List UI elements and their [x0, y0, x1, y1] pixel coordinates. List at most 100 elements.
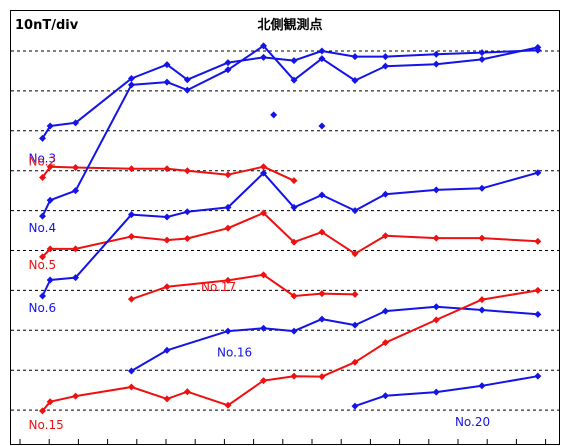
chart-title: 北側観測点	[257, 17, 322, 33]
data-point	[183, 76, 191, 84]
data-point	[432, 60, 440, 68]
data-point	[478, 184, 486, 192]
data-point	[46, 276, 54, 284]
series-label: No.15	[29, 418, 64, 432]
data-point	[478, 296, 486, 304]
data-point	[432, 50, 440, 58]
data-point	[290, 57, 298, 65]
data-point	[183, 86, 191, 94]
plot-frame	[10, 10, 560, 445]
data-point	[290, 238, 298, 246]
data-point	[72, 187, 80, 195]
series-layer	[39, 42, 542, 415]
data-point	[46, 196, 54, 204]
data-point	[183, 167, 191, 175]
data-point	[224, 59, 232, 67]
data-point	[260, 42, 268, 50]
data-point	[290, 292, 298, 300]
data-point	[290, 203, 298, 211]
data-point	[127, 75, 135, 83]
data-point	[46, 245, 54, 253]
data-point	[478, 306, 486, 314]
data-point	[163, 236, 171, 244]
data-point	[381, 392, 389, 400]
data-point	[381, 232, 389, 240]
data-point	[39, 253, 47, 261]
data-point	[290, 372, 298, 380]
data-point	[163, 165, 171, 173]
data-point	[224, 171, 232, 179]
data-point	[381, 339, 389, 347]
data-point	[46, 122, 54, 130]
data-point	[478, 382, 486, 390]
data-point	[381, 307, 389, 315]
series-no-15	[39, 286, 542, 415]
data-point	[127, 211, 135, 219]
data-point	[318, 290, 326, 298]
series-no-2	[39, 163, 298, 185]
series-no-4	[39, 42, 542, 220]
data-point	[163, 78, 171, 86]
gridlines	[11, 50, 559, 411]
data-point	[224, 203, 232, 211]
data-point	[260, 324, 268, 332]
data-point	[224, 327, 232, 335]
data-point	[318, 47, 326, 55]
scale-label: 10nT/div	[15, 18, 79, 33]
data-point	[39, 212, 47, 220]
data-point	[318, 373, 326, 381]
data-point	[290, 177, 298, 185]
data-point	[432, 303, 440, 311]
data-point	[351, 290, 359, 298]
data-point	[260, 169, 268, 177]
series-no-6	[39, 169, 542, 300]
series-labels: No.3No.2 No.4 No.5 No.6 No.17 No.16 No.15 No.20	[29, 151, 491, 432]
data-point	[224, 66, 232, 74]
data-point	[534, 286, 542, 294]
data-point	[478, 55, 486, 63]
data-point	[39, 292, 47, 300]
data-point	[534, 43, 542, 51]
data-point	[534, 169, 542, 177]
data-point	[127, 165, 135, 173]
data-point	[381, 190, 389, 198]
data-point	[381, 62, 389, 70]
data-point	[432, 316, 440, 324]
data-point	[127, 295, 135, 303]
data-point	[351, 250, 359, 258]
data-point	[163, 395, 171, 403]
data-point	[318, 315, 326, 323]
bottom-tick-marks	[19, 439, 547, 445]
data-point	[432, 186, 440, 194]
data-point	[72, 245, 80, 253]
data-point	[39, 134, 47, 142]
series-label: No.6	[29, 301, 57, 315]
data-point	[318, 191, 326, 199]
series-no-16	[127, 303, 542, 375]
data-point	[270, 111, 278, 119]
data-point	[381, 53, 389, 61]
data-point	[183, 208, 191, 216]
series-no-17	[127, 271, 359, 303]
data-point	[351, 53, 359, 61]
data-point	[260, 209, 268, 217]
data-point	[260, 377, 268, 385]
data-point	[478, 49, 486, 57]
data-point	[290, 76, 298, 84]
data-point	[72, 119, 80, 127]
data-point	[534, 372, 542, 380]
series-label: No.4	[29, 221, 57, 235]
data-point	[163, 213, 171, 221]
series-label: No.17	[201, 280, 236, 294]
data-point	[127, 81, 135, 89]
series-label: No.20	[455, 415, 490, 429]
data-point	[260, 271, 268, 279]
data-point	[72, 274, 80, 282]
series-label: No.3	[29, 151, 57, 165]
data-point	[534, 310, 542, 318]
data-point	[534, 237, 542, 245]
data-point	[72, 164, 80, 172]
data-point	[163, 346, 171, 354]
data-point	[127, 383, 135, 391]
